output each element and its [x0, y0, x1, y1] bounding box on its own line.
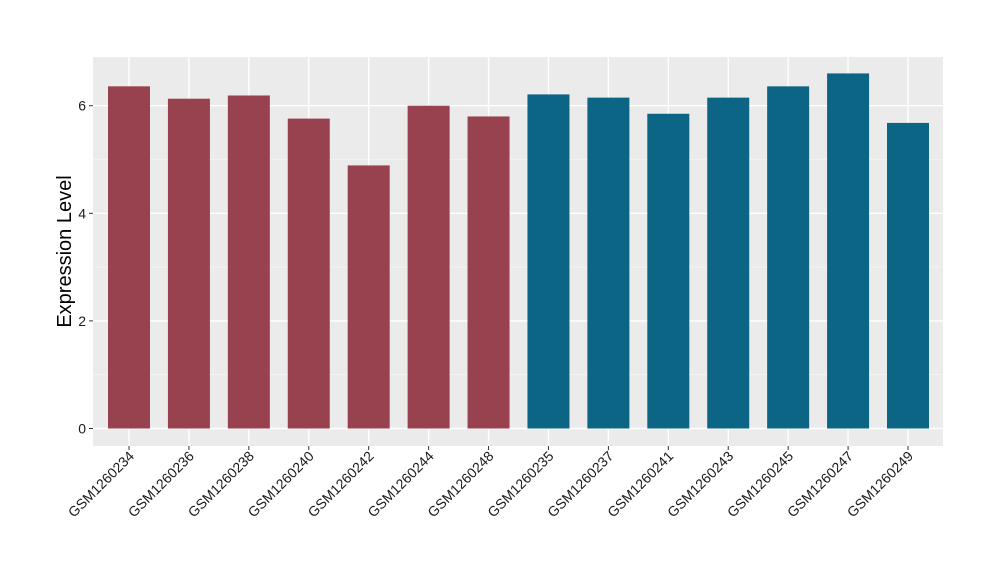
bar-GSM1260242: [347, 165, 390, 429]
bar-GSM1260237: [587, 97, 630, 429]
plot-panel: [93, 57, 943, 446]
bar-GSM1260248: [467, 116, 510, 429]
bar-GSM1260244: [407, 105, 450, 429]
x-axis: GSM1260234GSM1260236GSM1260238GSM1260240…: [65, 446, 916, 520]
bar-GSM1260236: [167, 98, 210, 429]
y-tick-label: 0: [78, 421, 86, 437]
bar-GSM1260240: [287, 118, 330, 429]
y-tick-label: 6: [78, 98, 86, 114]
bar-GSM1260234: [108, 86, 150, 429]
bar-GSM1260247: [827, 73, 870, 429]
bar-GSM1260235: [527, 94, 570, 429]
bar-GSM1260241: [647, 113, 690, 429]
bar-GSM1260243: [707, 97, 750, 429]
bars: [108, 73, 929, 429]
bar-GSM1260238: [227, 95, 270, 429]
y-axis-title: Expression Level: [54, 175, 76, 327]
bar-GSM1260245: [767, 86, 810, 429]
bar-GSM1260249: [887, 122, 929, 429]
y-tick-label: 2: [78, 313, 86, 329]
y-axis: 0 2 4 6: [78, 98, 93, 437]
y-tick-label: 4: [78, 205, 86, 221]
